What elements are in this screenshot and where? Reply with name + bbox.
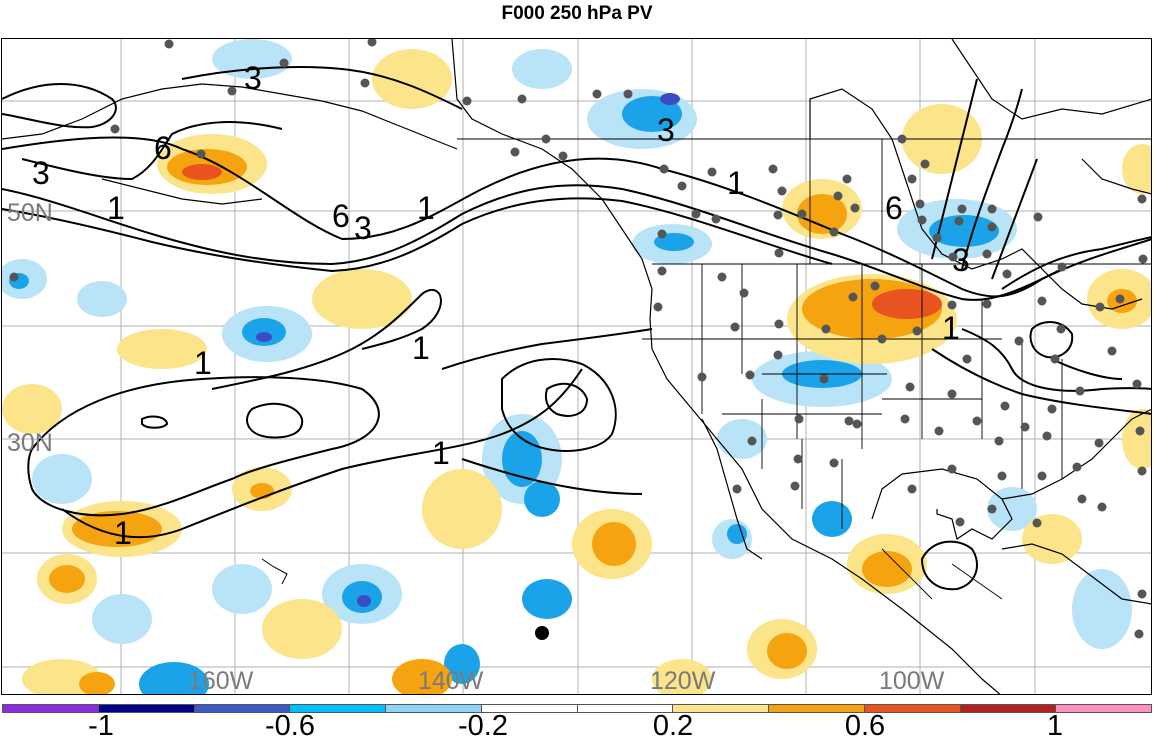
colorbar-swatch: [480, 705, 577, 712]
contour-labels: 3 6 3 1 6 3 1 3 1 6 3 1 1 1 1 1: [32, 60, 970, 551]
colorbar-swatch: [3, 705, 98, 712]
map-title: F000 250 hPa PV: [501, 3, 653, 24]
coastlines: [2, 39, 1151, 694]
lat-label-50n: 50N: [7, 199, 53, 227]
colorbar-label: -0.2: [458, 710, 508, 742]
contour-label: 3: [244, 60, 262, 96]
marker-dot: [535, 626, 549, 640]
contour-label: 1: [194, 345, 212, 381]
contour-label: 3: [657, 112, 675, 148]
colorbar-swatch: [97, 705, 194, 712]
contour-label: 3: [952, 242, 970, 278]
contour-label: 1: [417, 190, 435, 226]
negative-anomalies: [2, 39, 1132, 694]
lon-label-160w: 160W: [188, 667, 254, 695]
colorbar-label: -0.6: [265, 710, 315, 742]
colorbar-swatch: [768, 705, 864, 712]
colorbar-swatch: [1055, 705, 1151, 712]
pv-map: 3 6 3 1 6 3 1 3 1 6 3 1 1 1 1 1: [1, 38, 1152, 695]
contour-label: 3: [32, 155, 50, 191]
map-canvas: 3 6 3 1 6 3 1 3 1 6 3 1 1 1 1 1: [2, 39, 1151, 694]
contour-label: 3: [354, 210, 372, 246]
colorbar-swatch: [193, 705, 290, 712]
pv-contours: [2, 66, 1151, 591]
contour-label: 6: [154, 130, 172, 166]
colorbar-swatch: [959, 705, 1056, 712]
contour-label: 1: [432, 435, 450, 471]
station-dots: [9, 39, 1148, 639]
colorbar-label: -1: [88, 710, 114, 742]
colorbar-swatch: [576, 705, 673, 712]
contour-label: 1: [727, 165, 745, 201]
positive-anomalies: [2, 49, 1151, 694]
colorbar-label: 0.6: [844, 710, 886, 742]
colorbar-swatch: [385, 705, 481, 712]
lon-label-120w: 120W: [650, 667, 716, 695]
colorbar-swatch: [672, 705, 768, 712]
political-boundaries: [457, 138, 1151, 600]
contour-label: 1: [942, 310, 960, 346]
colorbar-label: 0.2: [652, 710, 694, 742]
contour-label: 1: [114, 515, 132, 551]
contour-label: 6: [332, 198, 350, 234]
lat-label-30n: 30N: [7, 429, 53, 457]
colorbar-label: 1: [1046, 710, 1064, 742]
contour-label: 1: [412, 330, 430, 366]
lon-label-100w: 100W: [879, 667, 945, 695]
colorbar-swatch: [863, 705, 960, 712]
contour-label: 1: [107, 190, 125, 226]
contour-label: 6: [885, 190, 903, 226]
colorbar-swatch: [289, 705, 385, 712]
lon-label-140w: 140W: [418, 667, 484, 695]
colorbar: [2, 704, 1152, 713]
